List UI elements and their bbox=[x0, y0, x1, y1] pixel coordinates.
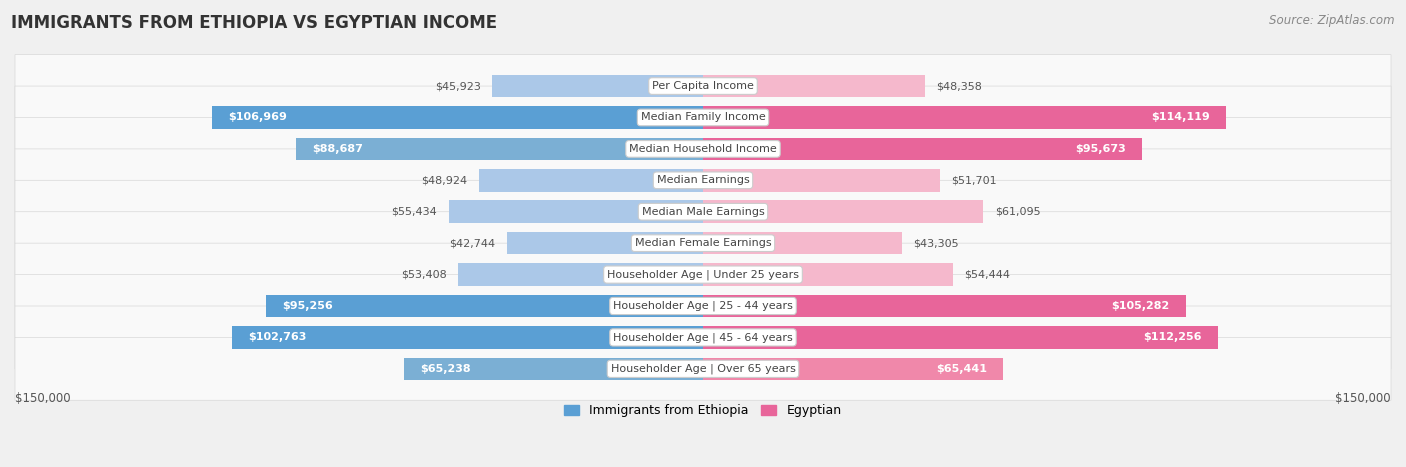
Text: Householder Age | 45 - 64 years: Householder Age | 45 - 64 years bbox=[613, 332, 793, 343]
FancyBboxPatch shape bbox=[15, 275, 1391, 338]
FancyBboxPatch shape bbox=[15, 243, 1391, 306]
Bar bbox=[703, 169, 941, 191]
FancyBboxPatch shape bbox=[15, 306, 1391, 369]
Text: $106,969: $106,969 bbox=[228, 113, 287, 122]
Text: Median Family Income: Median Family Income bbox=[641, 113, 765, 122]
Text: Per Capita Income: Per Capita Income bbox=[652, 81, 754, 91]
Text: $42,744: $42,744 bbox=[450, 238, 495, 248]
Bar bbox=[703, 106, 1226, 129]
Text: $48,358: $48,358 bbox=[936, 81, 983, 91]
FancyBboxPatch shape bbox=[15, 86, 1391, 149]
Bar bbox=[212, 106, 703, 129]
Text: Householder Age | 25 - 44 years: Householder Age | 25 - 44 years bbox=[613, 301, 793, 311]
Text: $43,305: $43,305 bbox=[912, 238, 959, 248]
Text: $54,444: $54,444 bbox=[965, 269, 1010, 280]
Text: IMMIGRANTS FROM ETHIOPIA VS EGYPTIAN INCOME: IMMIGRANTS FROM ETHIOPIA VS EGYPTIAN INC… bbox=[11, 14, 498, 32]
Text: Householder Age | Under 25 years: Householder Age | Under 25 years bbox=[607, 269, 799, 280]
Text: Median Female Earnings: Median Female Earnings bbox=[634, 238, 772, 248]
FancyBboxPatch shape bbox=[15, 338, 1391, 400]
Text: Median Earnings: Median Earnings bbox=[657, 175, 749, 185]
Text: $114,119: $114,119 bbox=[1152, 113, 1211, 122]
Text: $95,256: $95,256 bbox=[283, 301, 333, 311]
Text: $55,434: $55,434 bbox=[391, 207, 437, 217]
Bar bbox=[703, 263, 953, 286]
Text: $65,238: $65,238 bbox=[420, 364, 471, 374]
Bar bbox=[703, 200, 983, 223]
Text: $53,408: $53,408 bbox=[401, 269, 447, 280]
FancyBboxPatch shape bbox=[15, 118, 1391, 180]
Bar bbox=[703, 358, 1002, 380]
Bar bbox=[478, 169, 703, 191]
Text: $45,923: $45,923 bbox=[434, 81, 481, 91]
Bar bbox=[266, 295, 703, 317]
FancyBboxPatch shape bbox=[15, 180, 1391, 243]
Text: Median Male Earnings: Median Male Earnings bbox=[641, 207, 765, 217]
FancyBboxPatch shape bbox=[15, 55, 1391, 118]
Bar bbox=[492, 75, 703, 97]
Bar bbox=[508, 232, 703, 255]
Bar bbox=[297, 138, 703, 160]
Text: $150,000: $150,000 bbox=[15, 392, 70, 405]
Bar bbox=[404, 358, 703, 380]
Text: $112,256: $112,256 bbox=[1143, 333, 1202, 342]
Bar bbox=[703, 75, 925, 97]
Text: $102,763: $102,763 bbox=[247, 333, 307, 342]
Text: Median Household Income: Median Household Income bbox=[628, 144, 778, 154]
Text: $48,924: $48,924 bbox=[420, 175, 467, 185]
FancyBboxPatch shape bbox=[15, 212, 1391, 275]
Bar bbox=[703, 232, 901, 255]
Bar bbox=[703, 295, 1185, 317]
FancyBboxPatch shape bbox=[15, 149, 1391, 212]
Text: $65,441: $65,441 bbox=[936, 364, 987, 374]
Text: $105,282: $105,282 bbox=[1112, 301, 1170, 311]
Bar bbox=[703, 138, 1142, 160]
Text: $88,687: $88,687 bbox=[312, 144, 363, 154]
Legend: Immigrants from Ethiopia, Egyptian: Immigrants from Ethiopia, Egyptian bbox=[560, 399, 846, 422]
Text: Householder Age | Over 65 years: Householder Age | Over 65 years bbox=[610, 364, 796, 374]
Text: Source: ZipAtlas.com: Source: ZipAtlas.com bbox=[1270, 14, 1395, 27]
Text: $150,000: $150,000 bbox=[1336, 392, 1391, 405]
Bar bbox=[232, 326, 703, 349]
Bar bbox=[449, 200, 703, 223]
Text: $51,701: $51,701 bbox=[952, 175, 997, 185]
Text: $61,095: $61,095 bbox=[994, 207, 1040, 217]
Bar bbox=[703, 326, 1218, 349]
Bar bbox=[458, 263, 703, 286]
Text: $95,673: $95,673 bbox=[1076, 144, 1126, 154]
